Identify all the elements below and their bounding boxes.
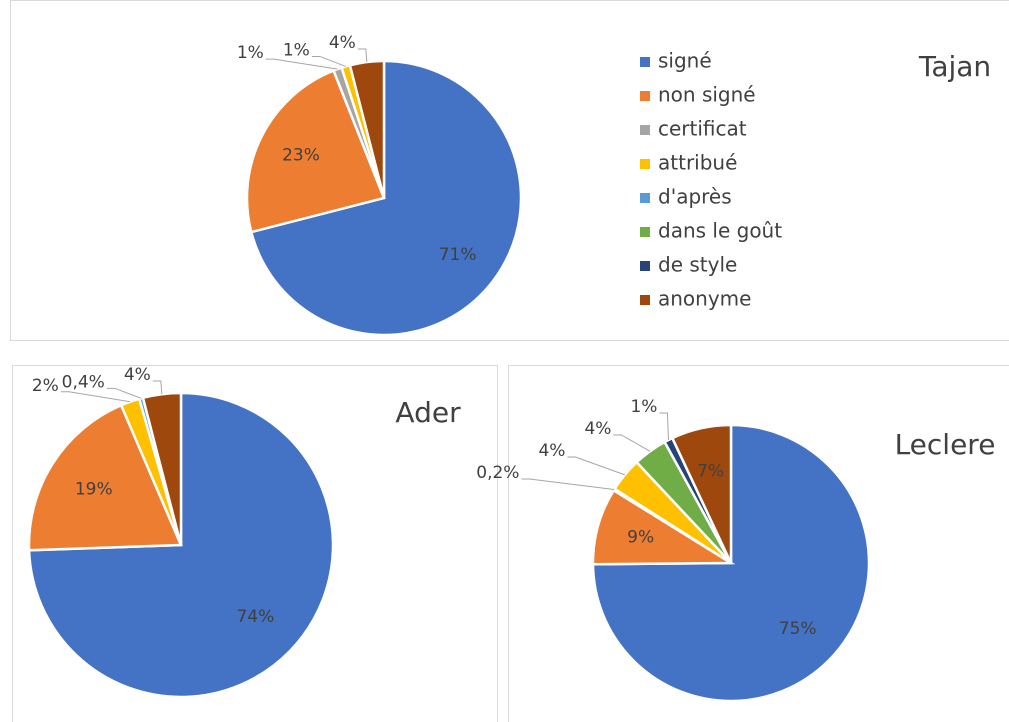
data-label: 1% [237, 43, 264, 63]
leader-line [60, 391, 131, 403]
legend-label: signé [658, 49, 712, 73]
pie-slice [245, 68, 386, 234]
data-label: 75% [779, 619, 817, 639]
data-label: 7% [697, 461, 724, 481]
leader-line [152, 380, 163, 395]
data-label: 74% [236, 607, 274, 627]
leader-line [106, 387, 142, 399]
pie-slice [591, 423, 871, 703]
data-label: 4% [538, 441, 565, 461]
legend-swatch [640, 91, 650, 101]
data-label: 4% [329, 33, 356, 53]
legend-swatch [640, 159, 650, 169]
pie-slice [141, 391, 183, 546]
data-label: 71% [439, 245, 477, 265]
leader-line [357, 48, 368, 63]
legend-label: de style [658, 253, 737, 277]
data-label: 19% [75, 480, 113, 500]
legend-label: non signé [658, 83, 756, 107]
data-label: 0,2% [476, 463, 519, 483]
legend-swatch [640, 227, 650, 237]
chart-title: Leclere [895, 428, 996, 461]
legend-swatch [640, 261, 650, 271]
legend-label: dans le goût [658, 219, 782, 243]
chart-frame [508, 365, 1009, 722]
leader-line [567, 456, 625, 476]
legend-swatch [640, 295, 650, 305]
leader-line [659, 412, 669, 441]
data-label: 4% [124, 365, 151, 385]
leader-line [311, 55, 346, 67]
legend-swatch [640, 193, 650, 203]
legend-label: certificat [658, 117, 747, 141]
legend-label: d'après [658, 185, 732, 209]
data-label: 2% [32, 376, 59, 396]
leader-line [265, 58, 338, 70]
data-label: 1% [283, 40, 310, 60]
legend-swatch [640, 57, 650, 67]
chart-title: Tajan [918, 50, 991, 83]
leader-line [521, 478, 615, 491]
chart-frame [10, 0, 1009, 341]
pie-slice [670, 423, 733, 564]
data-label: 0,4% [62, 372, 105, 392]
legend-label: attribué [658, 151, 737, 175]
leader-line [613, 434, 651, 452]
chart-title: Ader [395, 396, 461, 429]
legend-swatch [640, 125, 650, 135]
pie-slice [27, 403, 183, 552]
data-label: 1% [630, 397, 657, 417]
chart-frame [12, 365, 498, 722]
legend-label: anonyme [658, 287, 751, 311]
pie-slice [249, 59, 523, 337]
data-label: 9% [627, 528, 654, 548]
data-label: 23% [282, 146, 320, 166]
data-label: 4% [584, 419, 611, 439]
